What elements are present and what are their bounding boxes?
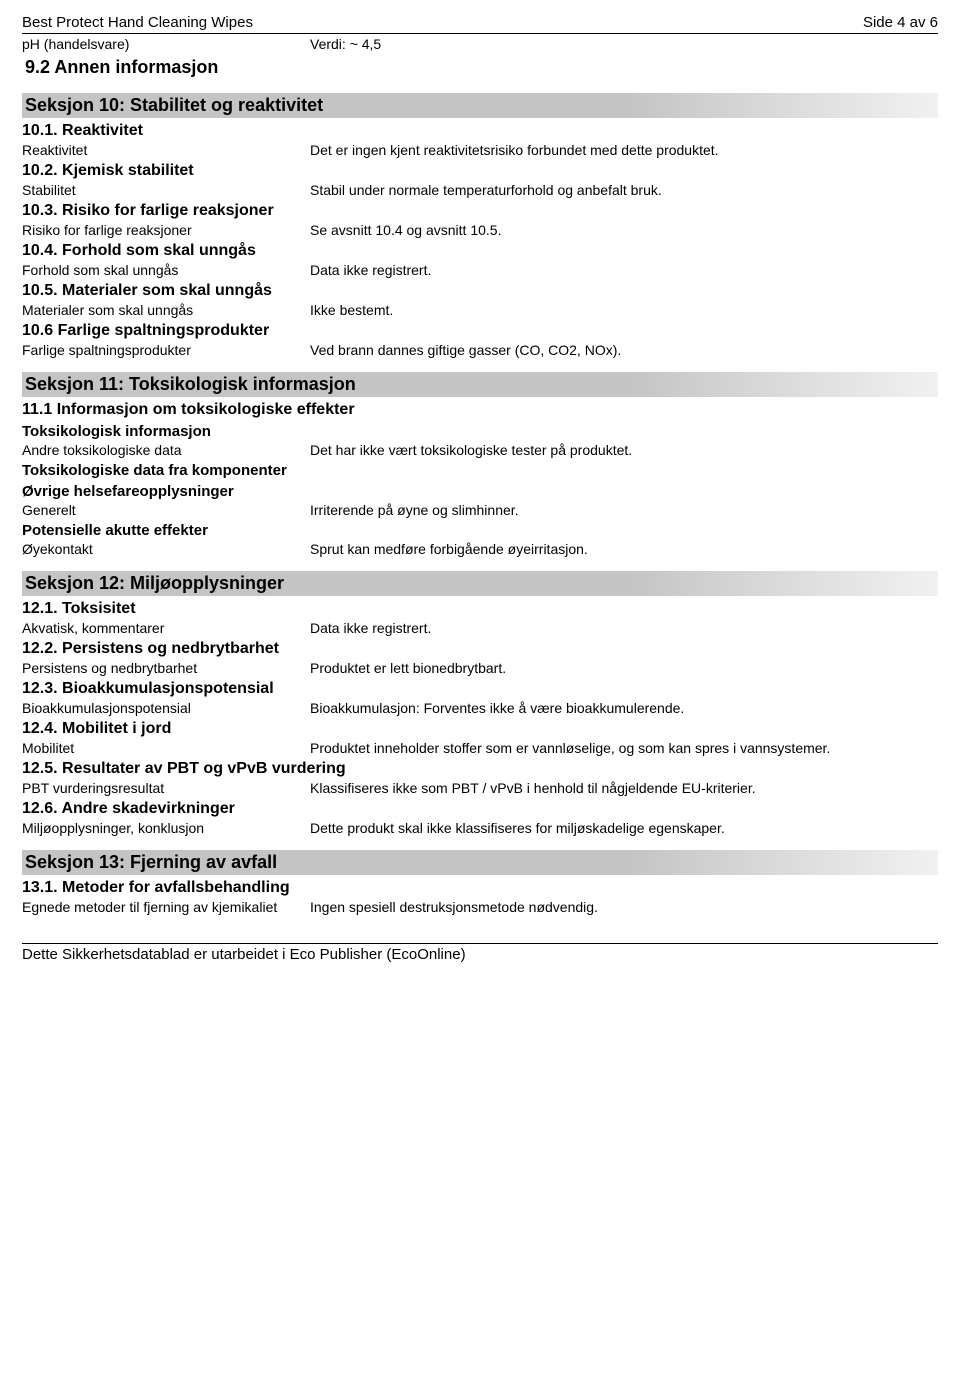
heading-10-3: 10.3. Risiko for farlige reaksjoner bbox=[22, 202, 938, 220]
value-forhold: Data ikke registrert. bbox=[310, 262, 938, 278]
row-generelt: Generelt Irriterende på øyne og slimhinn… bbox=[22, 502, 938, 518]
value-pbt: Klassifiseres ikke som PBT / vPvB i henh… bbox=[310, 780, 938, 796]
heading-13-1: 13.1. Metoder for avfallsbehandling bbox=[22, 879, 938, 897]
label-spaltning: Farlige spaltningsprodukter bbox=[22, 342, 310, 358]
heading-10-5: 10.5. Materialer som skal unngås bbox=[22, 282, 938, 300]
value-risiko: Se avsnitt 10.4 og avsnitt 10.5. bbox=[310, 222, 938, 238]
heading-12-2: 12.2. Persistens og nedbrytbarhet bbox=[22, 640, 938, 658]
row-forhold: Forhold som skal unngås Data ikke regist… bbox=[22, 262, 938, 278]
page: Best Protect Hand Cleaning Wipes Side 4 … bbox=[0, 0, 960, 985]
heading-12-5: 12.5. Resultater av PBT og vPvB vurderin… bbox=[22, 760, 938, 778]
heading-12-1: 12.1. Toksisitet bbox=[22, 600, 938, 618]
label-generelt: Generelt bbox=[22, 502, 310, 518]
heading-tox-comp: Toksikologiske data fra komponenter bbox=[22, 462, 938, 479]
ph-value: Verdi: ~ 4,5 bbox=[310, 36, 938, 52]
label-materialer: Materialer som skal unngås bbox=[22, 302, 310, 318]
label-risiko: Risiko for farlige reaksjoner bbox=[22, 222, 310, 238]
value-bioakk: Bioakkumulasjon: Forventes ikke å være b… bbox=[310, 700, 938, 716]
document-title: Best Protect Hand Cleaning Wipes bbox=[22, 14, 253, 31]
ph-row: pH (handelsvare) Verdi: ~ 4,5 bbox=[22, 36, 938, 52]
row-avfall: Egnede metoder til fjerning av kjemikali… bbox=[22, 899, 938, 915]
value-spaltning: Ved brann dannes giftige gasser (CO, CO2… bbox=[310, 342, 938, 358]
row-reaktivitet: Reaktivitet Det er ingen kjent reaktivit… bbox=[22, 142, 938, 158]
label-miljo-konkl: Miljøopplysninger, konklusjon bbox=[22, 820, 310, 836]
header-row: Best Protect Hand Cleaning Wipes Side 4 … bbox=[22, 14, 938, 34]
row-andre-tox: Andre toksikologiske data Det har ikke v… bbox=[22, 442, 938, 458]
section-12-header: Seksjon 12: Miljøopplysninger bbox=[22, 571, 938, 596]
value-stabilitet: Stabil under normale temperaturforhold o… bbox=[310, 182, 938, 198]
value-reaktivitet: Det er ingen kjent reaktivitetsrisiko fo… bbox=[310, 142, 938, 158]
row-bioakk: Bioakkumulasjonspotensial Bioakkumulasjo… bbox=[22, 700, 938, 716]
label-andre-tox: Andre toksikologiske data bbox=[22, 442, 310, 458]
label-oyekontakt: Øyekontakt bbox=[22, 541, 310, 557]
row-miljo-konkl: Miljøopplysninger, konklusjon Dette prod… bbox=[22, 820, 938, 836]
row-spaltning: Farlige spaltningsprodukter Ved brann da… bbox=[22, 342, 938, 358]
row-pbt: PBT vurderingsresultat Klassifiseres ikk… bbox=[22, 780, 938, 796]
value-akvatisk: Data ikke registrert. bbox=[310, 620, 938, 636]
heading-10-1: 10.1. Reaktivitet bbox=[22, 122, 938, 140]
heading-akutte: Potensielle akutte effekter bbox=[22, 522, 938, 539]
section-11-header: Seksjon 11: Toksikologisk informasjon bbox=[22, 372, 938, 397]
value-miljo-konkl: Dette produkt skal ikke klassifiseres fo… bbox=[310, 820, 938, 836]
value-oyekontakt: Sprut kan medføre forbigående øyeirritas… bbox=[310, 541, 938, 557]
heading-12-3: 12.3. Bioakkumulasjonspotensial bbox=[22, 680, 938, 698]
row-stabilitet: Stabilitet Stabil under normale temperat… bbox=[22, 182, 938, 198]
heading-12-6: 12.6. Andre skadevirkninger bbox=[22, 800, 938, 818]
value-andre-tox: Det har ikke vært toksikologiske tester … bbox=[310, 442, 938, 458]
page-number: Side 4 av 6 bbox=[863, 14, 938, 31]
label-akvatisk: Akvatisk, kommentarer bbox=[22, 620, 310, 636]
label-mobilitet: Mobilitet bbox=[22, 740, 310, 756]
footer: Dette Sikkerhetsdatablad er utarbeidet i… bbox=[22, 943, 938, 963]
row-persistens: Persistens og nedbrytbarhet Produktet er… bbox=[22, 660, 938, 676]
row-mobilitet: Mobilitet Produktet inneholder stoffer s… bbox=[22, 740, 938, 756]
value-avfall: Ingen spesiell destruksjonsmetode nødven… bbox=[310, 899, 938, 915]
label-bioakk: Bioakkumulasjonspotensial bbox=[22, 700, 310, 716]
row-akvatisk: Akvatisk, kommentarer Data ikke registre… bbox=[22, 620, 938, 636]
value-persistens: Produktet er lett bionedbrytbart. bbox=[310, 660, 938, 676]
label-reaktivitet: Reaktivitet bbox=[22, 142, 310, 158]
label-pbt: PBT vurderingsresultat bbox=[22, 780, 310, 796]
ph-label: pH (handelsvare) bbox=[22, 36, 310, 52]
row-risiko: Risiko for farlige reaksjoner Se avsnitt… bbox=[22, 222, 938, 238]
heading-10-6: 10.6 Farlige spaltningsprodukter bbox=[22, 322, 938, 340]
heading-tox-info: Toksikologisk informasjon bbox=[22, 423, 938, 440]
heading-11-1: 11.1 Informasjon om toksikologiske effek… bbox=[22, 401, 938, 419]
heading-9-2: 9.2 Annen informasjon bbox=[22, 56, 938, 79]
heading-10-4: 10.4. Forhold som skal unngås bbox=[22, 242, 938, 260]
label-stabilitet: Stabilitet bbox=[22, 182, 310, 198]
row-materialer: Materialer som skal unngås Ikke bestemt. bbox=[22, 302, 938, 318]
value-materialer: Ikke bestemt. bbox=[310, 302, 938, 318]
heading-10-2: 10.2. Kjemisk stabilitet bbox=[22, 162, 938, 180]
value-mobilitet: Produktet inneholder stoffer som er vann… bbox=[310, 740, 938, 756]
section-13-header: Seksjon 13: Fjerning av avfall bbox=[22, 850, 938, 875]
label-forhold: Forhold som skal unngås bbox=[22, 262, 310, 278]
row-oyekontakt: Øyekontakt Sprut kan medføre forbigående… bbox=[22, 541, 938, 557]
value-generelt: Irriterende på øyne og slimhinner. bbox=[310, 502, 938, 518]
label-persistens: Persistens og nedbrytbarhet bbox=[22, 660, 310, 676]
label-avfall: Egnede metoder til fjerning av kjemikali… bbox=[22, 899, 310, 915]
section-10-header: Seksjon 10: Stabilitet og reaktivitet bbox=[22, 93, 938, 118]
heading-12-4: 12.4. Mobilitet i jord bbox=[22, 720, 938, 738]
heading-ovrige: Øvrige helsefareopplysninger bbox=[22, 483, 938, 500]
